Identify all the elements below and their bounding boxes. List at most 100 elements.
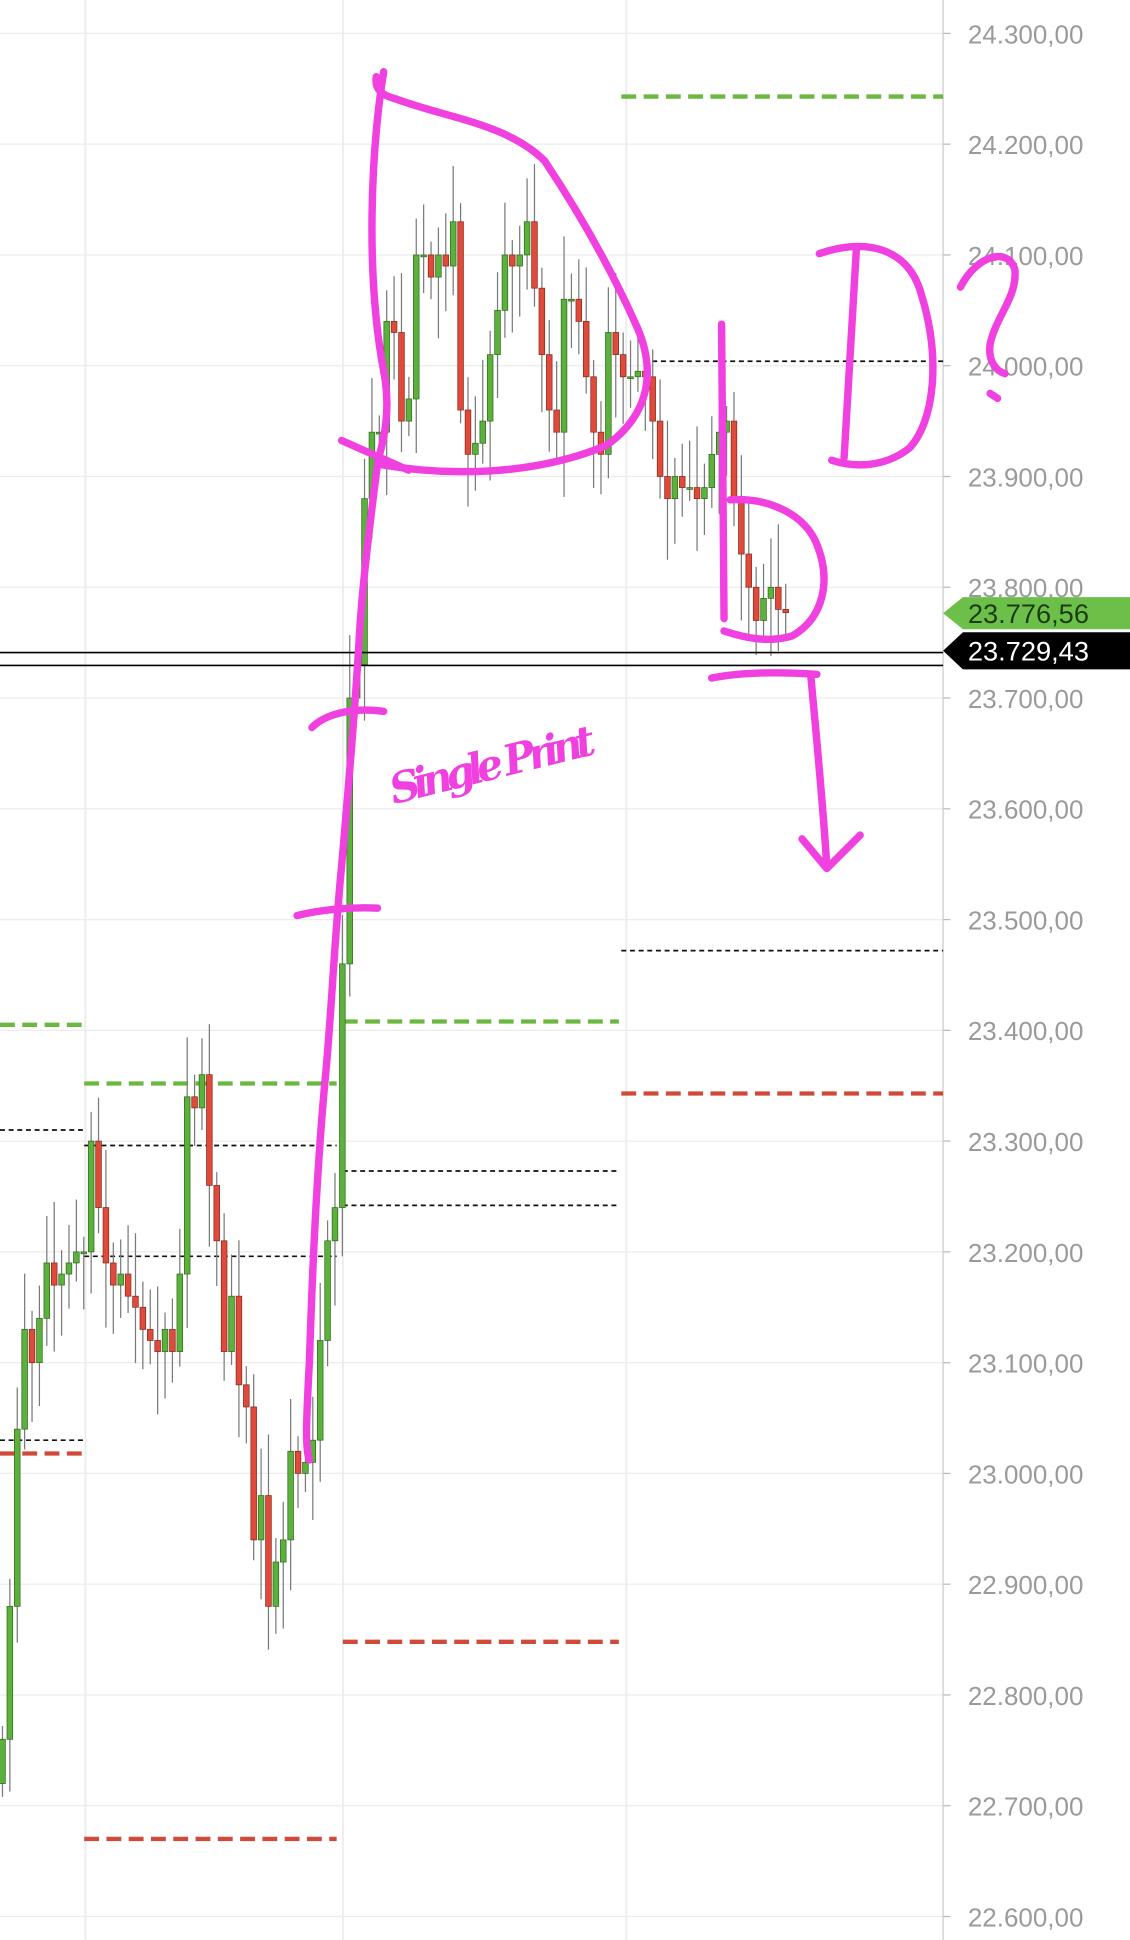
annotation-letter-b xyxy=(717,320,828,644)
candle-up xyxy=(287,1450,294,1541)
candle-up xyxy=(36,1317,43,1364)
candle-up xyxy=(257,1495,265,1541)
annotation-tick-top xyxy=(308,706,388,732)
price-tag xyxy=(943,632,1130,670)
axis-tick-label: 24.100,00 xyxy=(968,241,1084,271)
candle-down xyxy=(575,298,583,322)
candle-up xyxy=(228,1295,235,1352)
candle-down xyxy=(132,1295,139,1308)
candle-down xyxy=(582,321,590,378)
axis-tick-label: 22.900,00 xyxy=(968,1570,1084,1600)
candles xyxy=(0,164,789,1797)
candle-up xyxy=(516,254,523,267)
price-lines xyxy=(0,651,944,667)
candle-up xyxy=(405,398,413,422)
candle-up xyxy=(316,1340,324,1441)
candle-down xyxy=(553,409,560,433)
candle-down xyxy=(464,409,472,455)
axis-tick-label: 23.600,00 xyxy=(968,795,1084,825)
candle-down xyxy=(782,609,789,614)
candle-down xyxy=(730,420,738,500)
candle-down xyxy=(427,254,435,278)
candle-down xyxy=(679,476,686,488)
candle-down xyxy=(50,1262,58,1286)
candle-up xyxy=(494,309,501,356)
candle-up xyxy=(472,442,479,455)
axis-tick-label: 23.500,00 xyxy=(968,905,1084,935)
price-tags: 23.776,56 23.729,43 xyxy=(943,597,1130,670)
candle-up xyxy=(671,476,679,500)
annotation-single-print: Single Print xyxy=(384,714,601,814)
candle-up xyxy=(161,1329,169,1352)
candle-down xyxy=(442,254,450,267)
candle-down xyxy=(250,1406,257,1541)
candle-up xyxy=(87,1140,95,1253)
price-tag-label: 23.776,56 xyxy=(968,598,1089,629)
candle-down xyxy=(619,354,627,378)
candle-down xyxy=(612,332,619,356)
candle-up xyxy=(0,1738,6,1784)
annotation-loop xyxy=(368,68,651,476)
candle-down xyxy=(546,354,553,411)
axis-tick-label: 23.700,00 xyxy=(968,684,1084,714)
axis-tick-label: 23.200,00 xyxy=(968,1238,1084,1268)
candle-down xyxy=(538,287,546,356)
axis-tick-label: 22.600,00 xyxy=(968,1902,1084,1932)
candle-up xyxy=(523,221,531,256)
candle-down xyxy=(124,1273,132,1297)
candle-up xyxy=(73,1251,80,1264)
candle-up xyxy=(634,370,642,378)
candle-down xyxy=(206,1074,213,1186)
axis-tick-label: 23.100,00 xyxy=(968,1349,1084,1379)
candle-up xyxy=(6,1605,14,1740)
candle-up xyxy=(43,1262,51,1319)
annotation-arrow-down xyxy=(707,669,864,873)
candle-down xyxy=(398,332,405,422)
annotation-tick-bottom xyxy=(293,904,382,920)
candle-down xyxy=(110,1262,117,1286)
axis-tick-label: 22.700,00 xyxy=(968,1792,1084,1822)
candle-down xyxy=(220,1240,228,1352)
candle-up xyxy=(272,1561,280,1607)
candle-up xyxy=(627,376,634,380)
candle-up xyxy=(605,332,612,455)
candle-up xyxy=(479,420,486,444)
candle-down xyxy=(649,376,656,422)
axis-tick-label: 23.900,00 xyxy=(968,462,1084,492)
candle-up xyxy=(280,1539,287,1563)
candle-down xyxy=(95,1140,102,1208)
candle-down xyxy=(169,1329,176,1352)
candle-down xyxy=(745,553,752,588)
candle-down xyxy=(656,420,664,477)
candle-up xyxy=(686,487,693,490)
candle-down xyxy=(213,1185,220,1242)
candle-down xyxy=(102,1207,110,1264)
annotation-vertical-line xyxy=(302,460,382,1464)
axis-tick-label: 22.800,00 xyxy=(968,1681,1084,1711)
candle-up xyxy=(21,1329,28,1430)
candle-down xyxy=(139,1306,147,1330)
candle-up xyxy=(560,298,568,433)
grid xyxy=(0,0,945,1940)
axis-tick-label: 24.200,00 xyxy=(968,130,1084,160)
candle-down xyxy=(590,376,597,433)
price-axis[interactable]: 24.300,00 24.200,00 24.100,00 24.000,00 23.9… xyxy=(943,19,1083,1932)
levels xyxy=(0,94,944,1842)
candle-down xyxy=(390,321,398,333)
axis-tick-label: 23.300,00 xyxy=(968,1127,1084,1157)
candle-up xyxy=(198,1074,206,1109)
candle-up xyxy=(486,354,494,422)
candle-up xyxy=(324,1240,331,1341)
candle-up xyxy=(117,1273,124,1286)
candle-up xyxy=(449,221,457,267)
candle-up xyxy=(435,254,442,278)
axis-tick-label: 24.000,00 xyxy=(968,352,1084,382)
candle-down xyxy=(531,221,538,289)
candle-down xyxy=(457,221,464,411)
candle-down xyxy=(775,586,782,610)
annotation-cross xyxy=(337,436,413,474)
candle-up xyxy=(14,1428,21,1607)
price-tag xyxy=(943,597,1130,630)
candle-up xyxy=(568,298,575,302)
